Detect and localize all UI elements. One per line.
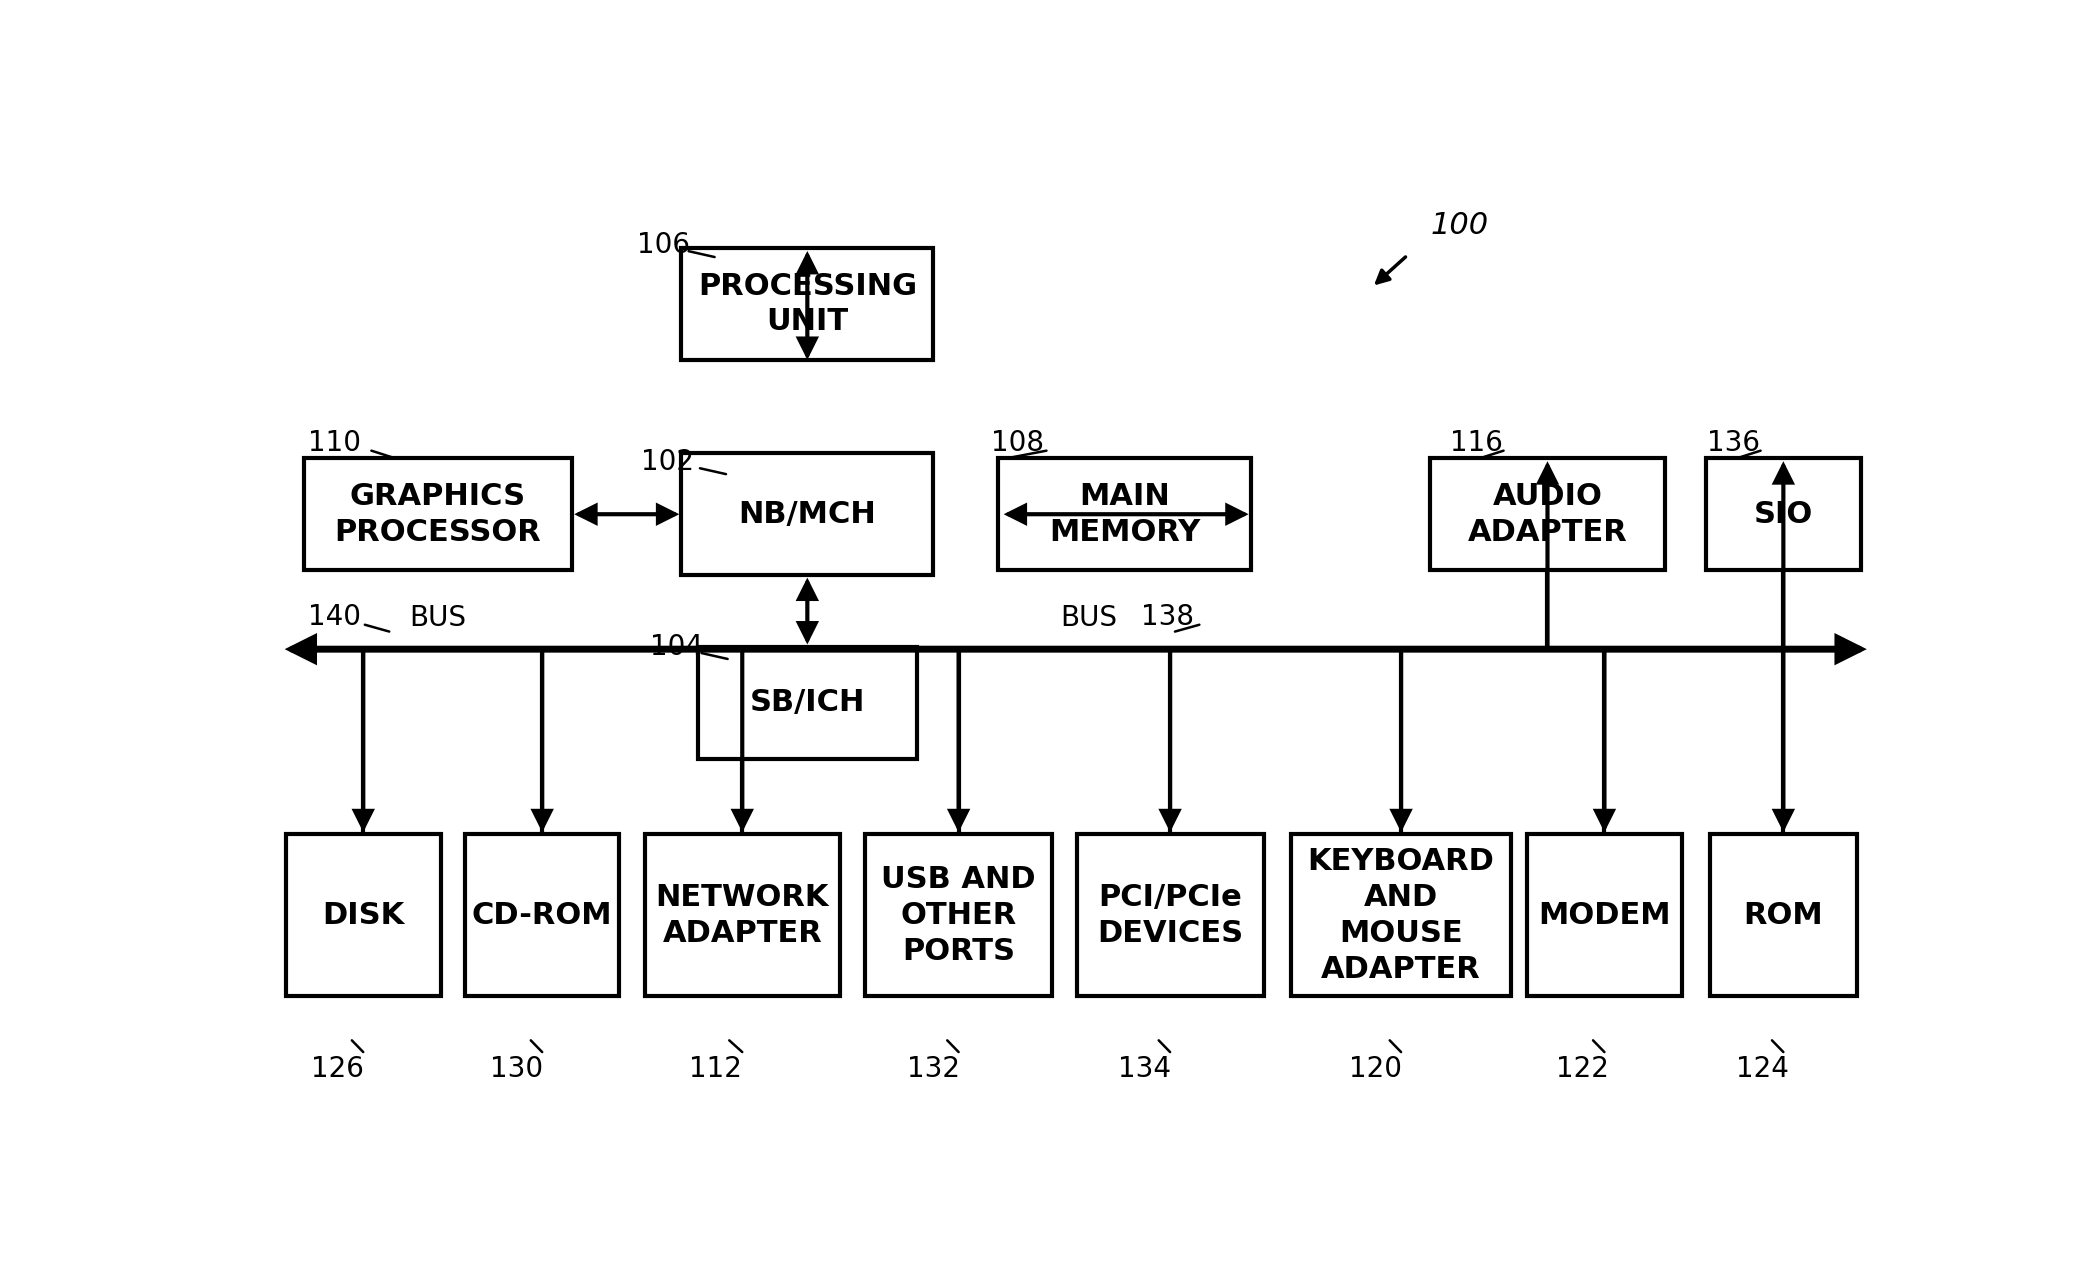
Bar [1528, 834, 1681, 996]
Bar [682, 248, 934, 361]
Text: CD-ROM: CD-ROM [472, 900, 613, 930]
Text: MODEM: MODEM [1539, 900, 1671, 930]
Bar [682, 453, 934, 575]
Text: DISK: DISK [321, 900, 405, 930]
Text: 134: 134 [1119, 1054, 1171, 1083]
Text: 102: 102 [642, 448, 695, 476]
Text: ROM: ROM [1744, 900, 1824, 930]
Text: SB/ICH: SB/ICH [749, 688, 865, 718]
Text: USB AND
OTHER
PORTS: USB AND OTHER PORTS [882, 865, 1037, 965]
Text: PCI/PCIe
DEVICES: PCI/PCIe DEVICES [1098, 883, 1243, 947]
Bar [304, 458, 573, 570]
Bar [1706, 458, 1860, 570]
Bar [1429, 458, 1665, 570]
Text: 136: 136 [1706, 429, 1759, 457]
Bar [1077, 834, 1264, 996]
Bar [1291, 834, 1511, 996]
Text: 140: 140 [309, 603, 361, 631]
Text: 126: 126 [311, 1054, 363, 1083]
Text: KEYBOARD
AND
MOUSE
ADAPTER: KEYBOARD AND MOUSE ADAPTER [1308, 847, 1494, 983]
Text: 116: 116 [1450, 429, 1503, 457]
Text: PROCESSING
UNIT: PROCESSING UNIT [697, 272, 917, 337]
Bar [285, 834, 441, 996]
Bar [464, 834, 619, 996]
Text: GRAPHICS
PROCESSOR: GRAPHICS PROCESSOR [334, 481, 542, 546]
Text: 138: 138 [1142, 603, 1194, 631]
Text: 132: 132 [907, 1054, 959, 1083]
Bar [1711, 834, 1858, 996]
Text: BUS: BUS [1060, 603, 1117, 631]
Bar [644, 834, 840, 996]
Bar [865, 834, 1052, 996]
Text: 130: 130 [491, 1054, 544, 1083]
Text: NB/MCH: NB/MCH [739, 499, 875, 528]
Text: 108: 108 [991, 429, 1043, 457]
Text: 106: 106 [636, 231, 691, 259]
Text: SIO: SIO [1755, 499, 1814, 528]
Text: 110: 110 [309, 429, 361, 457]
Text: 104: 104 [649, 634, 703, 662]
Text: 112: 112 [688, 1054, 741, 1083]
Bar [697, 646, 917, 759]
Text: AUDIO
ADAPTER: AUDIO ADAPTER [1467, 481, 1627, 546]
Text: NETWORK
ADAPTER: NETWORK ADAPTER [655, 883, 829, 947]
Text: 100: 100 [1429, 211, 1488, 240]
Text: MAIN
MEMORY: MAIN MEMORY [1050, 481, 1201, 546]
Text: BUS: BUS [409, 603, 466, 631]
Bar [999, 458, 1251, 570]
Text: 124: 124 [1736, 1054, 1788, 1083]
Text: 120: 120 [1350, 1054, 1402, 1083]
Text: 122: 122 [1555, 1054, 1608, 1083]
